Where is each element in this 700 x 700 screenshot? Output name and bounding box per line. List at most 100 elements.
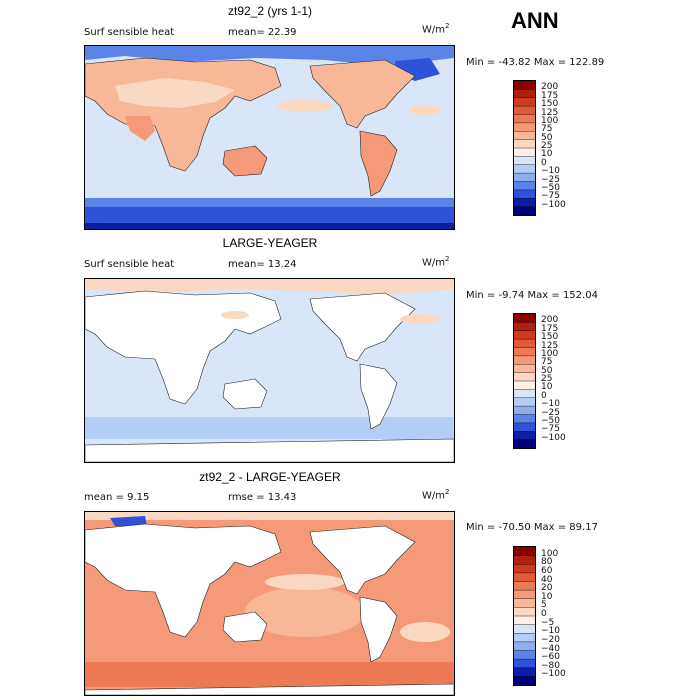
colorbar-tick-label: −60 [541,652,560,663]
panel2-units: W/m2 [422,255,449,268]
colorbar-swatch [514,347,535,357]
antarctica-landmass [85,683,454,695]
colorbar-tick-label: −50 [541,415,560,426]
colorbar-tick-label: 125 [541,340,559,351]
panel3-units-sup: 2 [445,488,450,496]
colorbar-tick-label: 20 [541,583,553,594]
season-label: ANN [511,8,559,33]
panel3-map [84,511,455,696]
southern-ocean-band [85,417,454,439]
colorbar-swatch [514,564,535,574]
southern-ocean-edge [85,198,454,207]
colorbar-tick-label: 200 [541,82,559,93]
panel1-title: zt92_2 (yrs 1-1) [227,4,313,18]
colorbar-tick-label: 100 [541,115,559,126]
colorbar-swatch [514,148,535,157]
colorbar-swatch [514,590,535,600]
panel2-colorbar [513,313,536,449]
panel1-minmax: Min = -43.82 Max = 122.89 [466,57,605,68]
colorbar-swatch [514,667,535,677]
panel2-minmax: Min = -9.74 Max = 152.04 [466,290,598,301]
colorbar-swatch [514,322,535,332]
colorbar-swatch [514,650,535,660]
colorbar-swatch [514,624,535,634]
panel2-colorbar-labels: 200 175 150 125 100 75 50 25 10 0 −10 −25 −50 −75 −100 [541,313,601,453]
colorbar-tick-label: 100 [541,348,559,359]
colorbar-swatch [514,97,535,107]
colorbar-tick-label: 150 [541,99,559,110]
colorbar-tick-label: −100 [541,432,566,443]
colorbar-tick-label: −75 [541,191,560,202]
panel3-map-svg [85,512,454,695]
north-america-landmass [309,525,416,595]
panel3-colorbar-labels: 100 80 60 40 20 10 5 0 −5 −10 −20 −40 −60 −80 −100 [541,546,601,692]
colorbar-tick-label: −10 [541,399,560,410]
panel3-units-base: W/m [422,490,445,502]
colorbar-tick-label: 125 [541,107,559,118]
colorbar-swatch [514,406,535,416]
panel3-units: W/m2 [422,488,449,501]
colorbar-tick-label: −75 [541,424,560,435]
colorbar-tick-label: −50 [541,182,560,193]
south-america-landmass [359,130,398,197]
colorbar-swatch [514,372,535,382]
colorbar-swatch [514,431,535,441]
panel1-units-sup: 2 [445,22,450,30]
atlantic-light-patch [400,622,450,642]
colorbar-swatch [514,581,535,591]
colorbar-swatch [514,330,535,340]
south-america-landmass [359,596,398,663]
panel1-units: W/m2 [422,22,449,35]
colorbar-tick-label: 175 [541,90,559,101]
colorbar-swatch [514,206,535,216]
colorbar-swatch [514,414,535,424]
colorbar-swatch [514,81,535,90]
colorbar-tick-label: 200 [541,315,559,326]
panel2-mean: mean= 13.24 [228,259,297,270]
colorbar-swatch [514,198,535,208]
panel2-map [84,278,455,463]
central-asia-region [115,78,235,108]
colorbar-tick-label: 60 [541,565,553,576]
colorbar-tick-label: −100 [541,199,566,210]
australia-landmass [222,611,268,643]
panel1-map [84,45,455,230]
colorbar-tick-label: 0 [541,157,547,168]
colorbar-tick-label: −25 [541,174,560,185]
eurasia-africa-landmass [85,290,282,405]
pacific-light-patch [265,574,345,590]
colorbar-swatch [514,89,535,99]
colorbar-swatch [514,139,535,149]
australia-landmass [222,378,268,410]
south-america-landmass [359,363,398,430]
colorbar-swatch [514,173,535,183]
colorbar-swatch [514,339,535,349]
colorbar-swatch [514,164,535,174]
colorbar-swatch [514,314,535,323]
colorbar-tick-label: 25 [541,141,553,151]
colorbar-swatch [514,439,535,449]
colorbar-swatch [514,114,535,124]
colorbar-tick-label: 0 [541,390,547,401]
colorbar-tick-label: 175 [541,323,559,334]
colorbar-tick-label: −25 [541,407,560,418]
colorbar-tick-label: 10 [541,591,553,602]
panel3-mean: mean = 9.15 [84,492,150,503]
arctic-region [85,512,454,520]
colorbar-swatch [514,381,535,390]
kuroshio-warm-patch [221,311,249,319]
colorbar-tick-label: 40 [541,574,553,585]
colorbar-tick-label: −10 [541,166,560,177]
atlantic-warm-patch [409,105,441,115]
panel1-variable: Surf sensible heat [84,27,175,38]
colorbar-tick-label: −100 [541,669,566,680]
colorbar-swatch [514,422,535,432]
panel3-title: zt92_2 - LARGE-YEAGER [199,470,341,484]
colorbar-swatch [514,616,535,626]
panel3-colorbar [513,546,536,686]
pacific-warm-patch [277,100,333,112]
colorbar-swatch [514,131,535,141]
panel2-variable: Surf sensible heat [84,259,175,270]
colorbar-tick-label: 50 [541,132,553,143]
colorbar-tick-label: −10 [541,626,560,637]
